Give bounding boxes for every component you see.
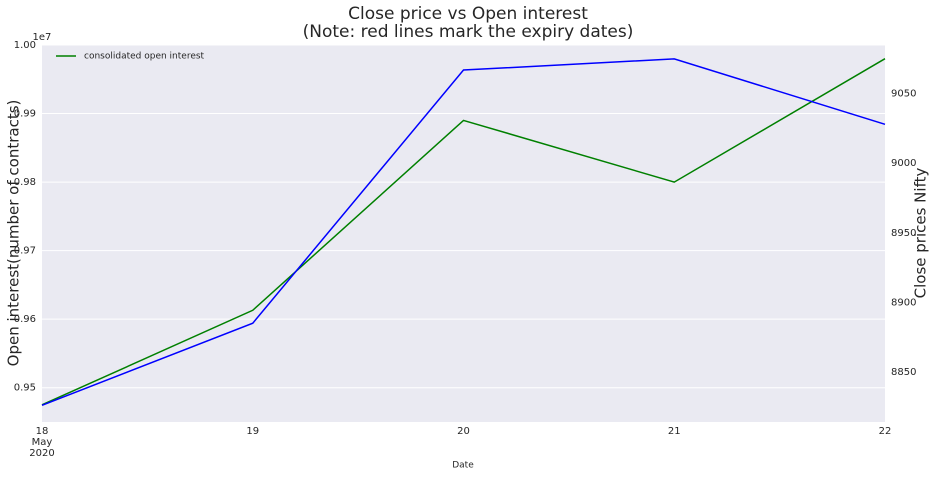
x-tick-sublabel: 2020 (29, 448, 54, 459)
y-tick-label: 0.97 (14, 246, 36, 257)
y2-tick-label: 9050 (891, 89, 916, 100)
y-tick-label: 0.96 (14, 314, 36, 325)
x-axis-label: Date (452, 461, 474, 471)
legend-label: consolidated open interest (84, 52, 205, 62)
y2-tick-label: 8850 (891, 367, 916, 378)
y2-axis-label: Close prices Nifty (912, 168, 930, 299)
x-tick-label: 18 (36, 426, 49, 437)
marks (41, 58, 886, 407)
chart-subtitle: (Note: red lines mark the expiry dates) (303, 22, 634, 42)
y-tick-label: 0.98 (14, 177, 36, 188)
line-series (41, 58, 886, 406)
y2-tick-label: 8950 (891, 228, 916, 239)
x-tick-label: 21 (668, 426, 681, 437)
y-tick-label: 0.99 (14, 109, 36, 120)
chart-title: Close price vs Open interest (348, 4, 588, 24)
y2-tick-label: 9000 (891, 158, 916, 169)
y-tick-label: 0.95 (14, 383, 36, 394)
y2-tick-label: 8900 (891, 297, 916, 308)
x-tick-label: 20 (457, 426, 470, 437)
legend: consolidated open interest (56, 52, 205, 62)
plot-area (42, 45, 885, 422)
y-axis-label: Open interest(number of contracts) (5, 100, 23, 367)
line-series (41, 58, 886, 407)
y-offset-label: 1e7 (33, 32, 52, 43)
x-tick-sublabel: May (32, 437, 53, 448)
grid (42, 44, 887, 389)
y-tick-label: 1.00 (14, 40, 36, 51)
x-tick-label: 19 (246, 426, 259, 437)
x-tick-label: 22 (879, 426, 892, 437)
